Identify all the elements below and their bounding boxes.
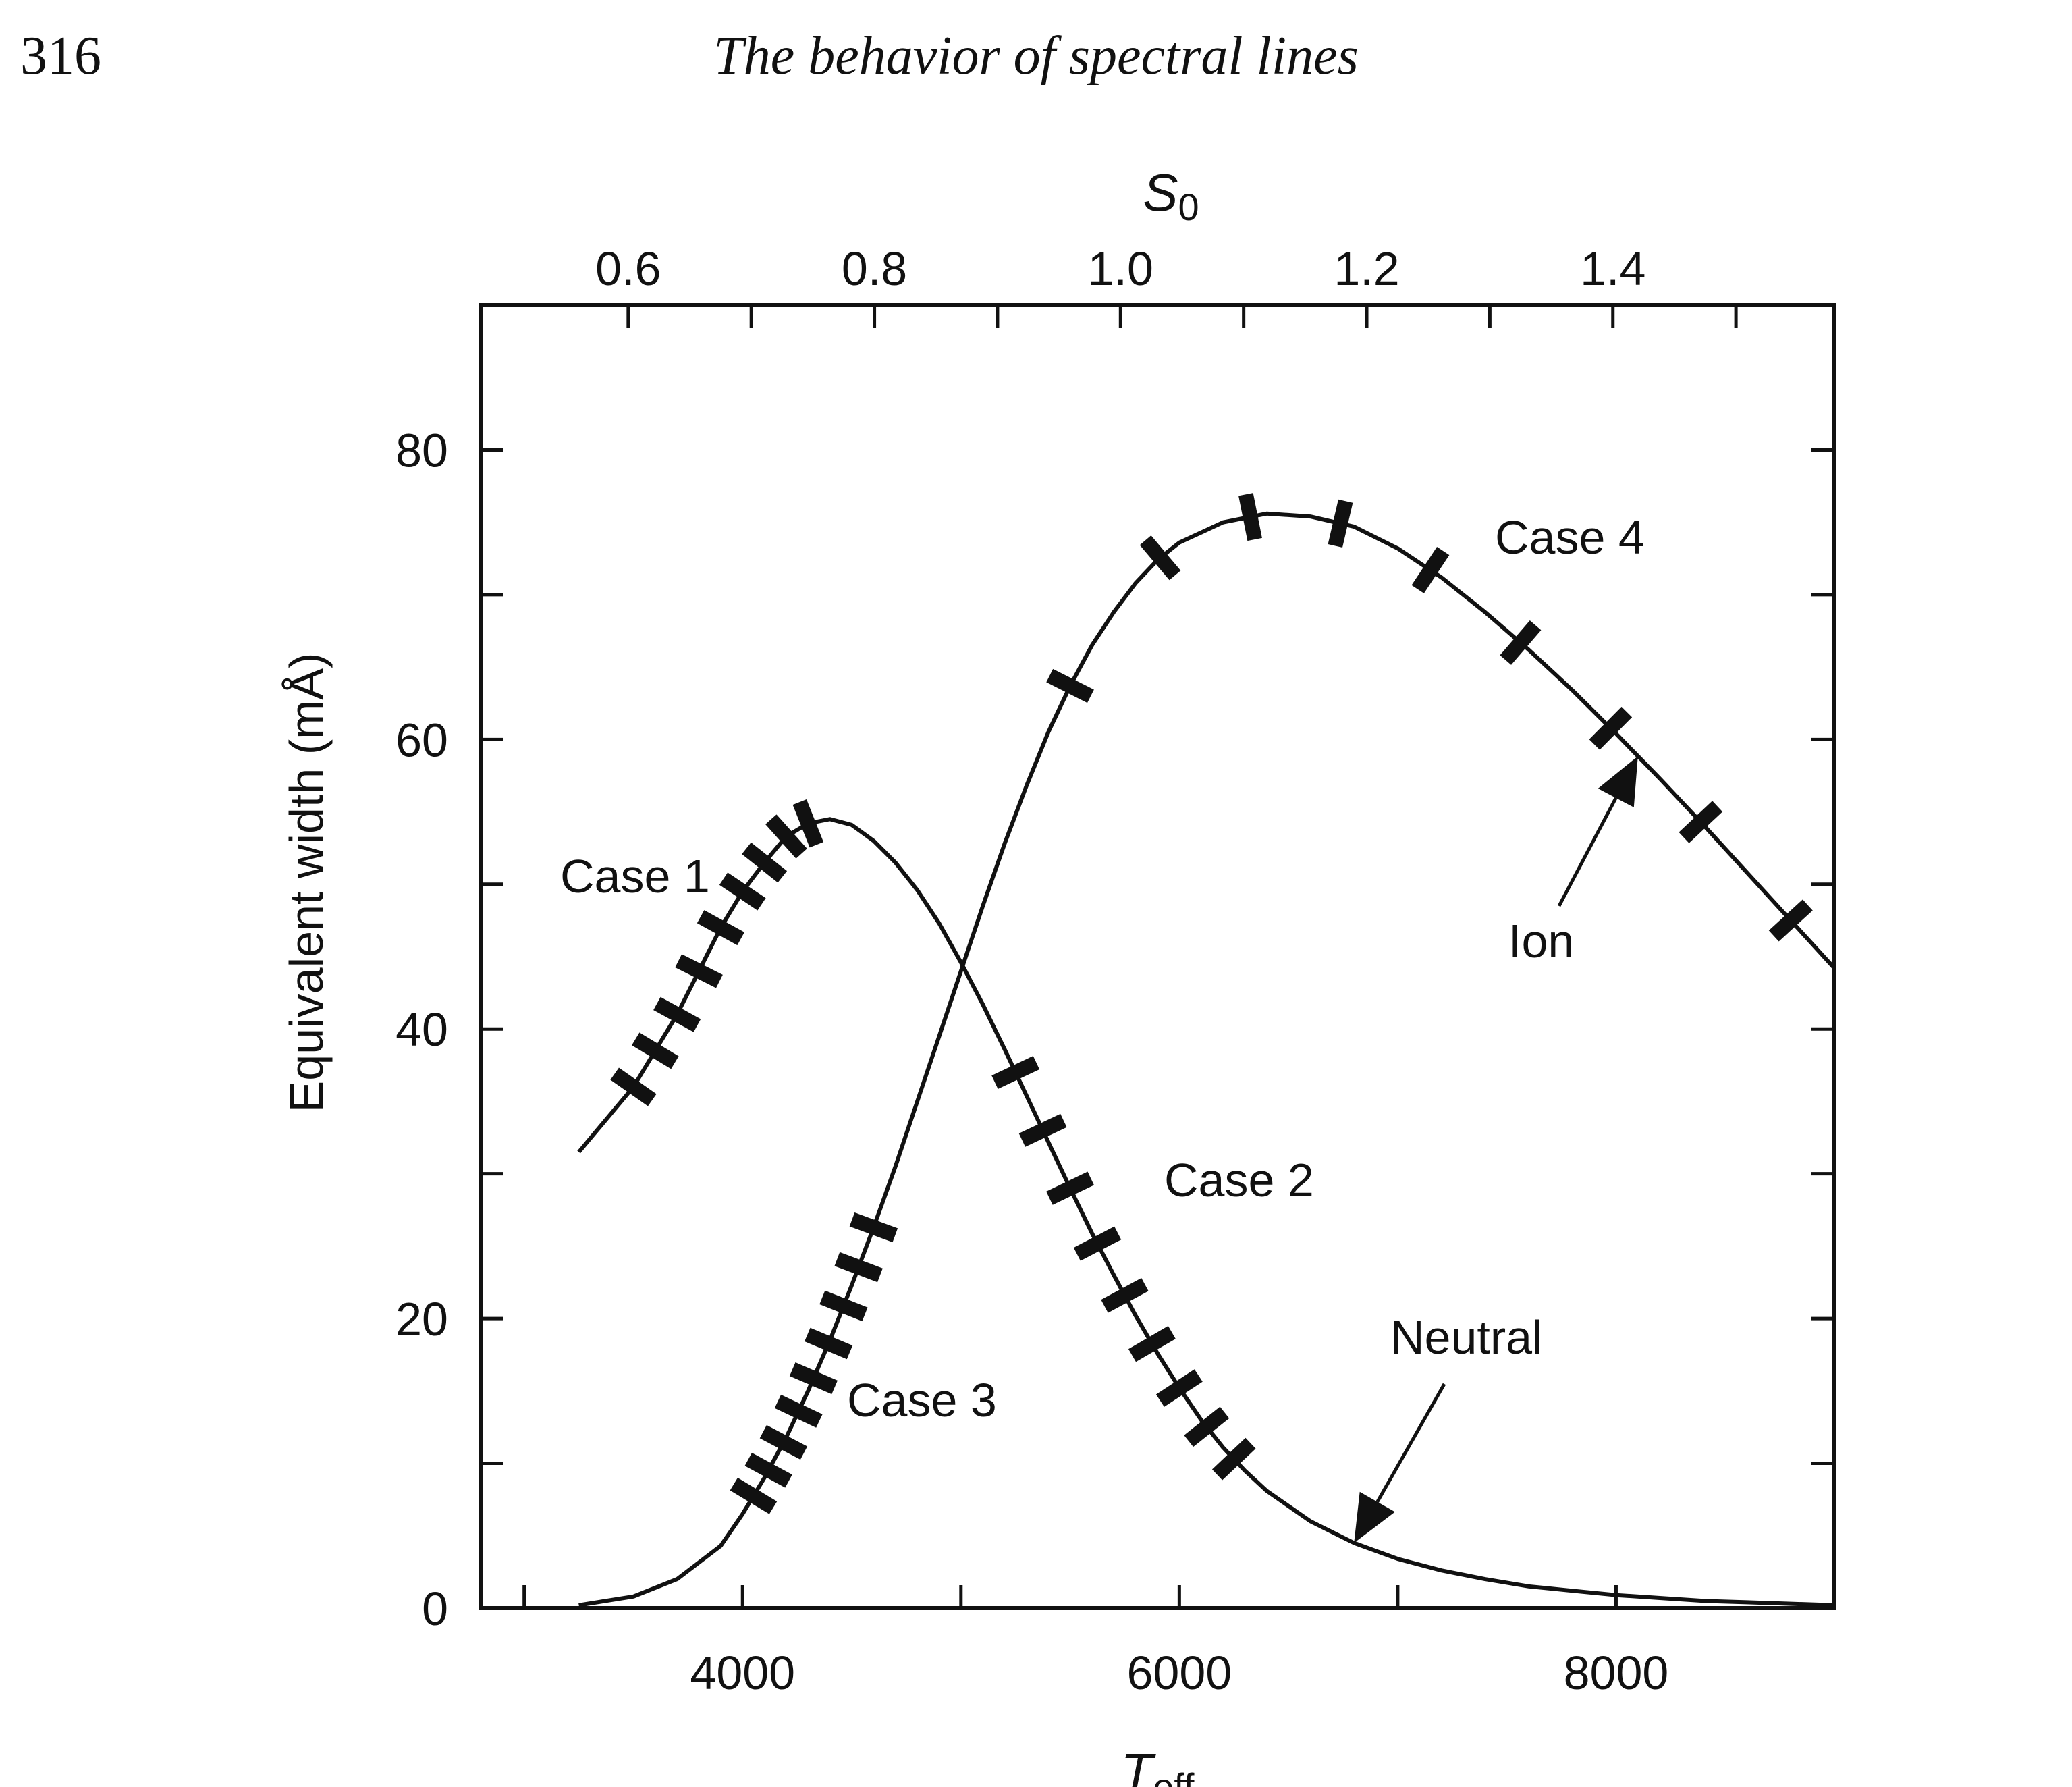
case-mark <box>1211 1437 1256 1481</box>
y-tick-label: 80 <box>396 424 448 477</box>
top-tick-label: 0.8 <box>842 242 907 295</box>
arrow-shaft-neutral <box>1375 1383 1446 1503</box>
case-mark <box>697 910 745 946</box>
case-mark <box>632 1032 679 1069</box>
case-mark <box>1589 706 1633 750</box>
arrow-label-neutral: Neutral <box>1390 1311 1543 1364</box>
annotation-layer: Case 1 Case 2 Case 3 Case 4 Neutral Ion <box>560 511 1645 1543</box>
case-mark <box>744 1452 792 1488</box>
case-mark <box>991 1056 1040 1090</box>
case-mark <box>1328 499 1353 548</box>
case-mark <box>789 1362 838 1395</box>
case-mark <box>730 1477 778 1514</box>
case-mark <box>1184 1406 1230 1447</box>
arrow-head-ion <box>1598 756 1638 807</box>
case-mark <box>1073 1226 1122 1261</box>
y-tick-label: 0 <box>422 1582 448 1635</box>
arrow-shaft-ion <box>1557 797 1618 907</box>
case-mark <box>849 1212 898 1243</box>
running-head: The behavior of spectral lines <box>713 26 1359 86</box>
y-axis-title: Equivalent width (mÅ) <box>280 653 333 1113</box>
top-tick-label: 1.4 <box>1580 242 1645 295</box>
case-mark <box>1046 668 1094 703</box>
case-mark <box>792 799 824 848</box>
case-mark <box>1018 1113 1067 1147</box>
case-label: Case 1 <box>560 850 710 903</box>
x-tick-label: 6000 <box>1126 1647 1232 1699</box>
case-mark <box>610 1067 657 1106</box>
axes-group: 4000 6000 8000 0 20 40 60 80 0.6 0.8 1.0 1.2 1.4 Teff… <box>280 163 1836 1787</box>
x-axis-title-main: T <box>1121 1742 1157 1787</box>
page-number: 316 <box>20 26 101 86</box>
case-mark <box>653 996 701 1032</box>
y-tick-label: 40 <box>396 1003 448 1056</box>
case-mark <box>1139 535 1181 581</box>
top-axis-title-sub: 0 <box>1178 186 1199 228</box>
case-label: Case 2 <box>1164 1154 1314 1206</box>
top-tick-label: 1.2 <box>1334 242 1399 295</box>
case-mark <box>1679 801 1723 843</box>
plot-frame <box>479 303 1836 1610</box>
x-axis-title: Teff <box>1121 1742 1195 1787</box>
arrow-label-ion: Ion <box>1508 915 1574 967</box>
case-mark <box>765 814 807 859</box>
case-mark <box>675 954 723 988</box>
y-tick-label: 60 <box>396 714 448 766</box>
case-mark <box>1155 1369 1203 1407</box>
top-axis-title-main: S <box>1143 163 1178 222</box>
series-line-neutral <box>577 817 1835 1607</box>
case-mark <box>1238 493 1262 541</box>
x-axis-title-sub: eff <box>1153 1765 1195 1787</box>
y-tick-label: 20 <box>396 1293 448 1345</box>
case-mark <box>834 1252 883 1283</box>
case-mark <box>742 842 788 883</box>
x-tick-label: 8000 <box>1564 1647 1669 1699</box>
top-tick-label: 0.6 <box>595 242 661 295</box>
case-mark <box>1128 1326 1176 1362</box>
x-tick-label: 4000 <box>690 1647 795 1699</box>
case-mark <box>819 1290 868 1322</box>
case-mark <box>1500 620 1542 665</box>
case-mark <box>759 1424 808 1460</box>
case-marks-layer <box>610 493 1813 1514</box>
case-mark <box>774 1394 823 1428</box>
case-mark <box>1768 899 1813 942</box>
arrow-head-neutral <box>1354 1491 1395 1543</box>
top-axis-title: S0 <box>1143 163 1199 228</box>
case-label: Case 3 <box>847 1374 997 1426</box>
top-tick-label: 1.0 <box>1088 242 1153 295</box>
case-mark <box>1411 547 1450 593</box>
case-mark <box>1101 1277 1149 1313</box>
case-mark <box>719 872 766 911</box>
case-label: Case 4 <box>1495 511 1645 564</box>
case-mark <box>1046 1171 1094 1205</box>
case-mark <box>805 1327 853 1360</box>
